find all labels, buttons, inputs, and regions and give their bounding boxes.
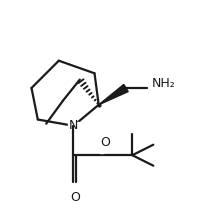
Text: NH₂: NH₂ xyxy=(152,77,176,90)
Bar xyxy=(68,122,79,130)
Text: N: N xyxy=(69,119,78,132)
Text: O: O xyxy=(70,191,80,204)
Text: O: O xyxy=(100,136,110,149)
Bar xyxy=(70,187,80,195)
Polygon shape xyxy=(99,84,128,105)
Bar xyxy=(100,145,110,153)
